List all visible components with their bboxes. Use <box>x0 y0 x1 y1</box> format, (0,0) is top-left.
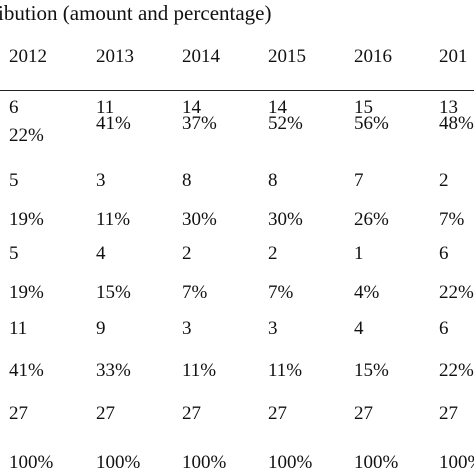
year-header-cell: 2015 <box>268 46 306 67</box>
table-cell: 2 <box>182 243 192 264</box>
table-cell: 8 <box>268 170 278 191</box>
table-cell: 52% <box>268 113 303 134</box>
table-cell: 6 <box>439 243 449 264</box>
table-caption: ibution (amount and percentage) <box>0 1 272 25</box>
table-cell: 27 <box>96 403 115 424</box>
table-cell: 27 <box>9 403 28 424</box>
table-cell: 9 <box>96 318 106 339</box>
table-cell: 41% <box>9 360 44 381</box>
table-cell: 27 <box>354 403 373 424</box>
table-cell: 37% <box>182 113 217 134</box>
table-cell: 4 <box>96 243 106 264</box>
table-cell: 22% <box>439 360 474 381</box>
table-cell: 14 <box>268 97 287 118</box>
table-cell: 30% <box>182 209 217 230</box>
table-cell: 41% <box>96 113 131 134</box>
year-header-cell: 2012 <box>9 46 47 67</box>
table-cell: 5 <box>9 170 19 191</box>
table-cell: 13 <box>439 97 458 118</box>
year-header-cell: 2013 <box>96 46 134 67</box>
table-cell: 2 <box>268 243 278 264</box>
table-cell: 7% <box>182 282 208 303</box>
table-cell: 15% <box>354 360 389 381</box>
table-cell: 100% <box>182 452 227 473</box>
table-cell: 100% <box>268 452 313 473</box>
year-header-cell: 2014 <box>182 46 220 67</box>
table-cell: 1 <box>354 243 364 264</box>
table-cell: 100% <box>9 452 54 473</box>
table-cell: 100% <box>96 452 141 473</box>
table-cell: 8 <box>182 170 192 191</box>
table-cell: 27 <box>439 403 458 424</box>
table-cell: 22% <box>9 125 44 146</box>
table-cell: 33% <box>96 360 131 381</box>
table-cell: 3 <box>96 170 106 191</box>
table-cell: 100% <box>439 452 474 473</box>
table-cell: 14 <box>182 97 201 118</box>
table-cell: 11% <box>182 360 217 381</box>
table-cell: 11% <box>268 360 303 381</box>
header-rule <box>0 90 474 91</box>
table-cell: 4 <box>354 318 364 339</box>
table-cell: 27 <box>182 403 201 424</box>
table-cell: 11 <box>96 97 115 118</box>
year-header-cell: 2016 <box>354 46 392 67</box>
table-cell: 11 <box>9 318 28 339</box>
table-cell: 19% <box>9 209 44 230</box>
table-cell: 7% <box>268 282 294 303</box>
table-cell: 19% <box>9 282 44 303</box>
table-cell: 22% <box>439 282 474 303</box>
table-cell: 5 <box>9 243 19 264</box>
table-cell: 7% <box>439 209 465 230</box>
year-header-cell: 201 <box>439 46 468 67</box>
table-cell: 3 <box>268 318 278 339</box>
table-cell: 7 <box>354 170 364 191</box>
table-cell: 100% <box>354 452 399 473</box>
table-cell: 15 <box>354 97 373 118</box>
table-cell: 6 <box>439 318 449 339</box>
table-cell: 15% <box>96 282 131 303</box>
table-cell: 11% <box>96 209 131 230</box>
table-cell: 4% <box>354 282 380 303</box>
table-cell: 3 <box>182 318 192 339</box>
table-cell: 56% <box>354 113 389 134</box>
table-cell: 26% <box>354 209 389 230</box>
table-cell: 6 <box>9 97 19 118</box>
table-cell: 48% <box>439 113 474 134</box>
table-cell: 30% <box>268 209 303 230</box>
table-cell: 27 <box>268 403 287 424</box>
table-cell: 2 <box>439 170 449 191</box>
